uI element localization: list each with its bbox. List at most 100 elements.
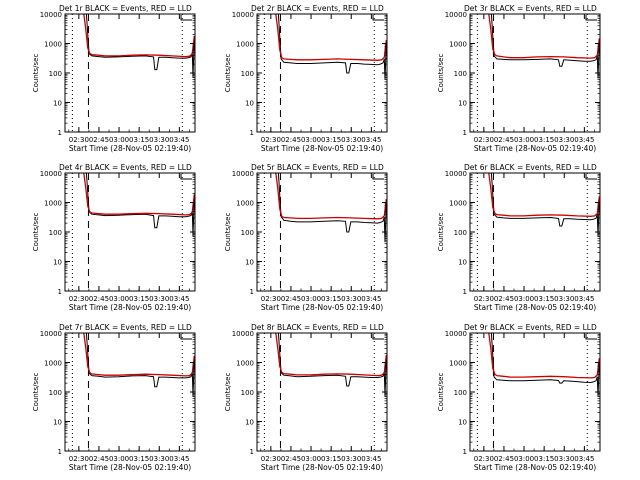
x-axis-label: Start Time (28-Nov-05 02:19:40) — [69, 303, 191, 312]
events-series-line — [277, 333, 387, 397]
panel-title: Det 5r BLACK = Events, RED = LLD — [251, 163, 384, 172]
x-tick-label: 02:30 — [474, 136, 494, 144]
x-tick-label: 02:45 — [89, 136, 109, 144]
y-tick-label: 1 — [58, 288, 62, 296]
lld-series-line — [488, 14, 600, 59]
y-tick-label: 1000 — [44, 41, 62, 49]
legend-corner-mark — [372, 15, 384, 21]
events-series-line — [490, 173, 600, 237]
plot-frame — [64, 13, 196, 133]
x-tick-label: 03:15 — [534, 295, 554, 303]
y-tick-label: 10 — [245, 259, 254, 267]
plot-frame — [469, 332, 601, 452]
y-tick-label: 1000 — [236, 200, 254, 208]
y-tick-label: 100 — [49, 389, 62, 397]
plot-frame — [256, 332, 388, 452]
x-tick-label: 03:00 — [109, 136, 129, 144]
plot-frame — [469, 172, 601, 292]
plot-frame — [469, 13, 601, 133]
y-axis-label: Counts/sec — [224, 213, 232, 252]
x-tick-label: 03:45 — [361, 455, 381, 463]
x-tick-label: 03:15 — [534, 136, 554, 144]
y-tick-label: 100 — [454, 389, 467, 397]
plot-frame — [64, 172, 196, 292]
plot-frame — [256, 13, 388, 133]
events-series-line — [85, 333, 195, 397]
detector-panel-8: 1 10 100 1000 10000 02:30 02:45 03:00 03:15 03:30… — [224, 323, 388, 472]
y-tick-label: 1 — [250, 288, 254, 296]
x-tick-label: 02:45 — [281, 136, 301, 144]
y-axis-label: Counts/sec — [32, 54, 40, 93]
x-tick-label: 03:00 — [109, 455, 129, 463]
y-tick-label: 100 — [49, 229, 62, 237]
x-tick-label: 03:30 — [149, 455, 169, 463]
events-series-line — [277, 14, 387, 80]
x-tick-label: 03:00 — [514, 136, 534, 144]
x-tick-label: 03:45 — [361, 136, 381, 144]
y-tick-label: 10 — [458, 100, 467, 108]
x-tick-label: 02:30 — [69, 295, 89, 303]
y-axis-label: Counts/sec — [32, 373, 40, 412]
lld-series-line — [488, 173, 600, 217]
lld-series-line — [488, 333, 600, 379]
y-tick-label: 100 — [49, 70, 62, 78]
y-tick-label: 1000 — [449, 41, 467, 49]
y-tick-label: 100 — [241, 70, 254, 78]
y-tick-label: 100 — [241, 229, 254, 237]
x-tick-label: 03:15 — [321, 295, 341, 303]
y-tick-label: 10 — [53, 100, 62, 108]
x-tick-label: 03:45 — [574, 295, 594, 303]
panel-title: Det 7r BLACK = Events, RED = LLD — [59, 323, 192, 332]
lld-series-line — [83, 333, 195, 377]
y-tick-label: 10 — [53, 259, 62, 267]
y-tick-label: 100 — [454, 229, 467, 237]
x-tick-label: 03:30 — [149, 136, 169, 144]
plot-frame — [64, 332, 196, 452]
y-tick-label: 10 — [245, 419, 254, 427]
x-axis-label: Start Time (28-Nov-05 02:19:40) — [261, 463, 383, 472]
legend-corner-mark — [585, 15, 597, 21]
y-tick-label: 1000 — [449, 200, 467, 208]
y-tick-label: 1 — [58, 448, 62, 456]
x-axis-label: Start Time (28-Nov-05 02:19:40) — [474, 144, 596, 153]
y-tick-label: 1000 — [449, 360, 467, 368]
x-tick-label: 03:45 — [361, 295, 381, 303]
x-tick-label: 02:45 — [494, 455, 514, 463]
x-tick-label: 03:15 — [534, 455, 554, 463]
y-tick-label: 10000 — [40, 11, 62, 19]
y-tick-label: 10000 — [40, 170, 62, 178]
panel-title: Det 1r BLACK = Events, RED = LLD — [59, 4, 192, 13]
y-axis-label: Counts/sec — [224, 373, 232, 412]
panel-title: Det 4r BLACK = Events, RED = LLD — [59, 163, 192, 172]
x-tick-label: 02:30 — [69, 136, 89, 144]
x-tick-label: 03:00 — [301, 295, 321, 303]
detector-panel-5: 1 10 100 1000 10000 02:30 02:45 03:00 03:15 03:30… — [224, 163, 388, 312]
lld-series-line — [83, 14, 195, 58]
detector-panel-6: 1 10 100 1000 10000 02:30 02:45 03:00 03:15 03:30… — [437, 163, 601, 312]
x-axis-label: Start Time (28-Nov-05 02:19:40) — [69, 144, 191, 153]
events-series-line — [85, 173, 195, 237]
plot-frame — [256, 172, 388, 292]
x-tick-label: 02:30 — [474, 455, 494, 463]
x-tick-label: 03:30 — [341, 455, 361, 463]
y-tick-label: 1 — [250, 129, 254, 137]
x-axis-label: Start Time (28-Nov-05 02:19:40) — [474, 463, 596, 472]
x-tick-label: 03:45 — [169, 136, 189, 144]
detector-panel-7: 1 10 100 1000 10000 02:30 02:45 03:00 03:15 03:30… — [32, 323, 196, 472]
x-tick-label: 03:30 — [554, 455, 574, 463]
y-tick-label: 1 — [463, 129, 467, 137]
lld-series-line — [275, 173, 387, 220]
y-tick-label: 10000 — [232, 330, 254, 338]
x-tick-label: 02:45 — [494, 295, 514, 303]
x-tick-label: 02:45 — [89, 295, 109, 303]
lld-series-line — [275, 333, 387, 377]
x-tick-label: 02:30 — [474, 295, 494, 303]
x-tick-label: 03:45 — [574, 455, 594, 463]
y-axis-label: Counts/sec — [437, 213, 445, 252]
panel-title: Det 9r BLACK = Events, RED = LLD — [464, 323, 597, 332]
x-tick-label: 03:15 — [321, 455, 341, 463]
y-tick-label: 1 — [463, 448, 467, 456]
x-tick-label: 02:30 — [69, 455, 89, 463]
legend-corner-mark — [180, 334, 192, 340]
y-tick-label: 1 — [58, 129, 62, 137]
